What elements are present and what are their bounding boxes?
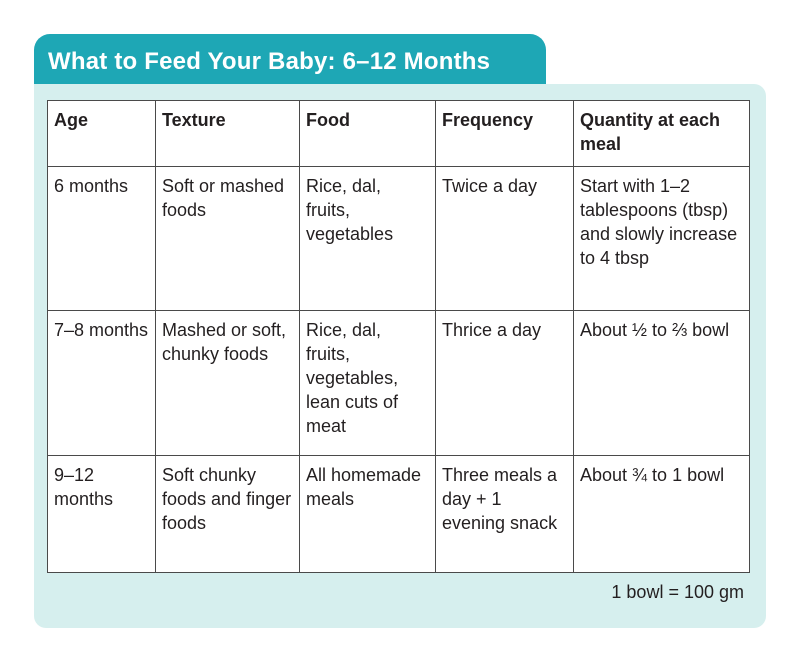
cell-frequency: Twice a day <box>435 165 574 312</box>
table-row: 9–12 months Soft chunky foods and finger… <box>47 454 750 574</box>
cell-texture: Mashed or soft, chunky foods <box>155 310 300 456</box>
cell-quantity: About ¾ to 1 bowl <box>573 454 750 574</box>
header-age: Age <box>47 100 156 167</box>
title-tab: What to Feed Your Baby: 6–12 Months <box>34 34 546 86</box>
cell-frequency: Three meals a day + 1 evening snack <box>435 454 574 574</box>
page-title: What to Feed Your Baby: 6–12 Months <box>48 48 491 75</box>
feeding-table: Age Texture Food Frequency Quantity at e… <box>47 100 750 574</box>
header-food: Food <box>299 100 436 167</box>
cell-food: All homemade meals <box>299 454 436 574</box>
cell-age: 9–12 months <box>47 454 156 574</box>
cell-food: Rice, dal, fruits, vegetables <box>299 165 436 312</box>
table-header-row: Age Texture Food Frequency Quantity at e… <box>47 100 750 167</box>
cell-age: 6 months <box>47 165 156 312</box>
cell-texture: Soft or mashed foods <box>155 165 300 312</box>
header-quantity: Quantity at each meal <box>573 100 750 167</box>
cell-quantity: Start with 1–2 tablespoons (tbsp) and sl… <box>573 165 750 312</box>
table-row: 7–8 months Mashed or soft, chunky foods … <box>47 310 750 456</box>
header-frequency: Frequency <box>435 100 574 167</box>
table-row: 6 months Soft or mashed foods Rice, dal,… <box>47 165 750 312</box>
bowl-footnote: 1 bowl = 100 gm <box>611 582 744 602</box>
cell-texture: Soft chunky foods and finger foods <box>155 454 300 574</box>
cell-quantity: About ½ to ⅔ bowl <box>573 310 750 456</box>
cell-frequency: Thrice a day <box>435 310 574 456</box>
cell-food: Rice, dal, fruits, vegetables, lean cuts… <box>299 310 436 456</box>
cell-age: 7–8 months <box>47 310 156 456</box>
header-texture: Texture <box>155 100 300 167</box>
